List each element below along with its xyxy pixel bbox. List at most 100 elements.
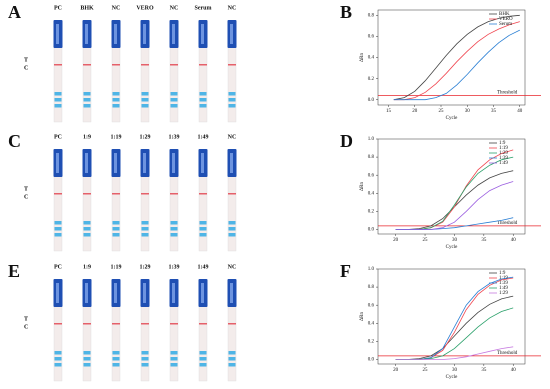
test-line-label: T [24,57,28,63]
control-line [83,323,91,325]
strip-pad [170,351,178,355]
x-tick-label: 40 [511,368,517,373]
curve [395,149,514,230]
control-line [170,323,178,325]
strip-pad [141,92,149,96]
x-tick-label: 15 [386,109,392,114]
strip-pad [199,221,207,225]
x-tick-label: 30 [452,368,458,373]
column-label: NC [112,5,121,11]
strip-pad [170,357,178,361]
strip-pad [141,351,149,355]
strip-cap-shade [201,24,204,44]
strip-pad [83,351,91,355]
x-tick-label: 35 [481,238,487,243]
x-tick-label: 20 [412,109,418,114]
column-label: 1:49 [198,134,209,140]
test-line-label: T [24,316,28,322]
curve [395,295,514,360]
control-line-label: C [24,194,28,200]
control-line [54,323,62,325]
strip-pad [228,221,236,225]
legend-label: 1:49 [499,286,508,291]
strip-pad [199,98,207,102]
strip-cap-shade [56,283,59,303]
strip-pad [141,221,149,225]
legend-label: 1:9 [499,271,506,276]
panel-letter: B [340,2,352,22]
threshold-label: Threshold [497,221,518,226]
control-line-label: C [24,65,28,71]
column-label: VERO [136,5,154,11]
strip-cap-shade [172,24,175,44]
y-axis-label: ΔRn [360,52,365,62]
y-tick-label: 0.0 [368,98,375,103]
column-label: NC [170,5,179,11]
curve [395,156,514,230]
strip-pad [228,351,236,355]
strip-pad [170,92,178,96]
column-label: PC [54,5,62,11]
column-label: 1:39 [169,134,180,140]
strip-cap-shade [85,24,88,44]
strip-pad [170,227,178,231]
column-label: 1:29 [140,134,151,140]
strip-cap-shade [85,283,88,303]
threshold-label: Threshold [497,91,518,96]
y-tick-label: 0.0 [368,358,375,363]
strip-pad [54,363,62,367]
column-label: Serum [195,5,212,11]
control-line [199,323,207,325]
legend-label: 1:29 [499,151,508,156]
control-line-label: C [24,324,28,330]
column-label: PC [54,264,62,270]
strip-pad [199,351,207,355]
strip-pad [199,357,207,361]
curve [395,307,514,360]
strip-pad [228,92,236,96]
control-line [112,193,120,195]
y-tick-label: 0.2 [368,340,375,345]
strip-pad [54,357,62,361]
y-tick-label: 0.6 [368,173,375,178]
control-line [170,64,178,66]
strip-pad [112,227,120,231]
strip-pad [199,233,207,237]
x-tick-label: 25 [439,109,445,114]
strip-cap-shade [201,153,204,173]
curve [393,21,520,101]
strip-cap-shade [143,153,146,173]
x-tick-label: 40 [517,109,523,114]
plot-frame [377,138,526,235]
strip-pad [141,104,149,108]
column-label: NC [228,5,237,11]
test-line-label: T [24,186,28,192]
y-tick-label: 0.4 [368,191,375,196]
strip-pad [170,98,178,102]
y-tick-label: 0.2 [368,77,375,82]
strip-pad [228,363,236,367]
x-axis-label: Cycle [446,375,458,380]
x-tick-label: 25 [423,368,429,373]
strip-pad [141,227,149,231]
strip-cap-shade [230,283,233,303]
panel-letter: A [8,2,21,22]
legend-label: 1:19 [499,146,508,151]
strip-pad [112,351,120,355]
column-label: PC [54,134,62,140]
strip-cap-shade [230,153,233,173]
panel-letter: E [8,261,20,281]
control-line [54,64,62,66]
strip-pad [83,98,91,102]
panel-letter: F [340,261,351,281]
strip-pad [199,92,207,96]
strip-pad [228,227,236,231]
strip-pad [54,351,62,355]
x-tick-label: 30 [452,238,458,243]
control-line [228,64,236,66]
y-tick-label: 0.6 [368,35,375,40]
x-axis-label: Cycle [446,245,458,250]
y-tick-label: 0.2 [368,210,375,215]
y-tick-label: 0.0 [368,228,375,233]
control-line [141,64,149,66]
